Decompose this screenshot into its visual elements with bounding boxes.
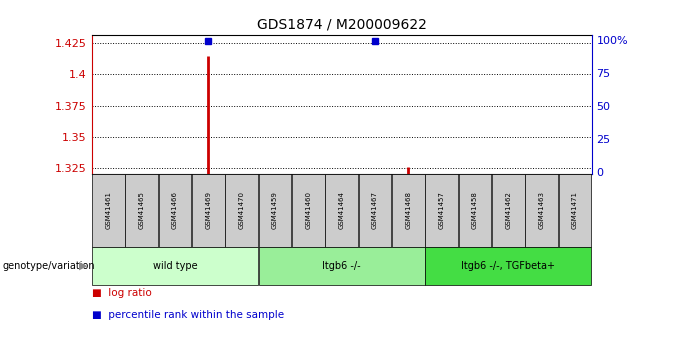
Bar bbox=[125, 174, 158, 247]
Text: Itgb6 -/-, TGFbeta+: Itgb6 -/-, TGFbeta+ bbox=[461, 261, 556, 270]
Title: GDS1874 / M200009622: GDS1874 / M200009622 bbox=[257, 18, 426, 32]
Text: GSM41460: GSM41460 bbox=[305, 191, 311, 229]
Bar bbox=[258, 174, 292, 247]
Bar bbox=[92, 247, 258, 285]
Text: GSM41462: GSM41462 bbox=[505, 191, 511, 229]
Bar bbox=[392, 174, 425, 247]
Bar bbox=[192, 174, 225, 247]
Bar bbox=[158, 174, 192, 247]
Bar bbox=[92, 174, 125, 247]
Text: ▶: ▶ bbox=[79, 261, 87, 270]
Text: GSM41469: GSM41469 bbox=[205, 191, 211, 229]
Text: GSM41463: GSM41463 bbox=[539, 191, 545, 229]
Text: GSM41464: GSM41464 bbox=[339, 191, 345, 229]
Text: ■  percentile rank within the sample: ■ percentile rank within the sample bbox=[92, 310, 284, 321]
Text: GSM41458: GSM41458 bbox=[472, 191, 478, 229]
Text: ■  log ratio: ■ log ratio bbox=[92, 288, 152, 298]
Text: GSM41470: GSM41470 bbox=[239, 191, 245, 229]
Bar bbox=[225, 174, 258, 247]
Bar bbox=[292, 174, 325, 247]
Text: GSM41461: GSM41461 bbox=[105, 191, 112, 229]
Text: GSM41465: GSM41465 bbox=[139, 191, 145, 229]
Text: genotype/variation: genotype/variation bbox=[2, 261, 95, 270]
Text: GSM41467: GSM41467 bbox=[372, 191, 378, 229]
Text: GSM41471: GSM41471 bbox=[572, 191, 578, 229]
Text: GSM41457: GSM41457 bbox=[439, 191, 445, 229]
Bar bbox=[558, 174, 592, 247]
Text: GSM41468: GSM41468 bbox=[405, 191, 411, 229]
Text: GSM41466: GSM41466 bbox=[172, 191, 178, 229]
Bar bbox=[425, 247, 592, 285]
Text: GSM41459: GSM41459 bbox=[272, 191, 278, 229]
Bar bbox=[525, 174, 558, 247]
Text: Itgb6 -/-: Itgb6 -/- bbox=[322, 261, 361, 270]
Bar bbox=[492, 174, 525, 247]
Bar bbox=[458, 174, 492, 247]
Bar bbox=[358, 174, 392, 247]
Bar bbox=[325, 174, 358, 247]
Bar bbox=[258, 247, 425, 285]
Bar bbox=[425, 174, 458, 247]
Text: wild type: wild type bbox=[153, 261, 197, 270]
